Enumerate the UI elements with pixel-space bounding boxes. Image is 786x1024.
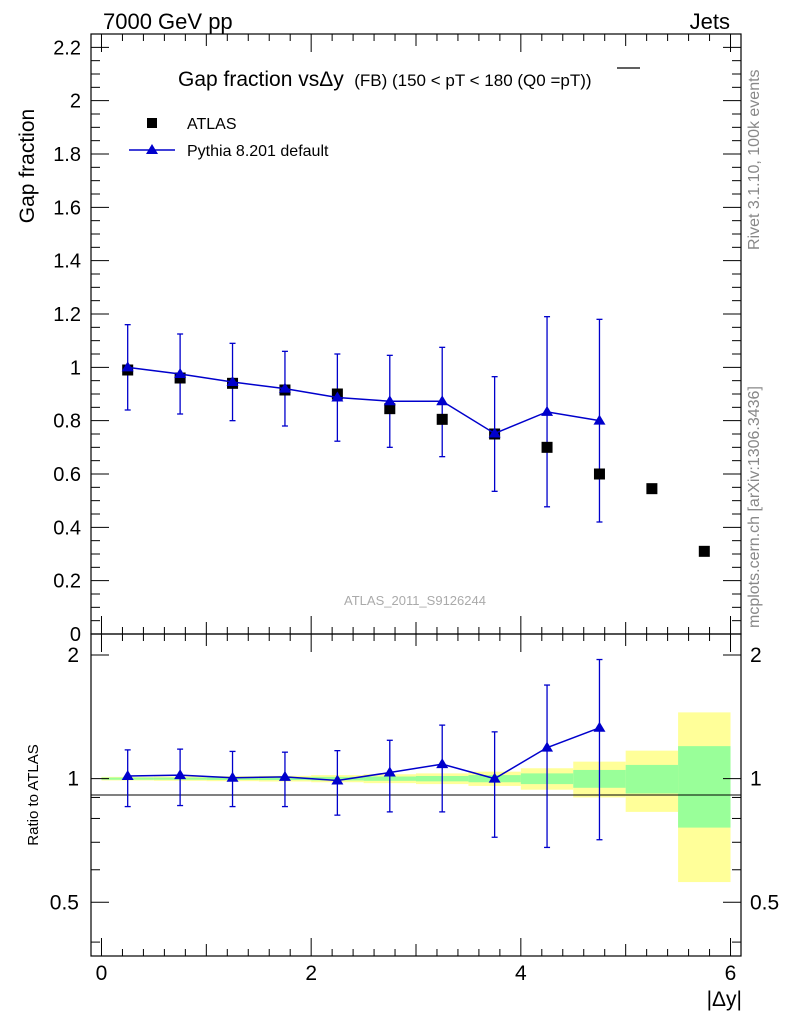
- y-tick-label: 1: [70, 357, 81, 379]
- mc-point: [174, 368, 187, 378]
- ratio-point: [383, 766, 396, 777]
- y-tick-label: 1.4: [53, 251, 81, 273]
- ratio-error-bars: [124, 658, 603, 849]
- ratio-line-group: [127, 727, 600, 782]
- atlas-point: [436, 413, 448, 425]
- x-tick-label: 2: [305, 962, 317, 985]
- ratio-point: [331, 774, 344, 785]
- legend-mc-marker: [146, 144, 158, 154]
- title-end: )): [580, 71, 591, 90]
- mc-point: [593, 414, 606, 425]
- y-tick-label: 0.2: [53, 571, 81, 593]
- title-sub: (FB) (150 < pT < 180 (Q0 =: [354, 71, 560, 90]
- ratio-point: [488, 772, 501, 783]
- band-inner-bin: [625, 764, 679, 794]
- ratio-point: [121, 769, 134, 780]
- axis-tick-labels: 0 2 4 600.20.40.60.811.21.41.61.822.20.5 0.5…: [50, 37, 779, 985]
- ratio-point: [541, 741, 554, 752]
- ratio-y-axis-label: Ratio to ATLAS: [25, 744, 42, 845]
- ratio-points: [121, 721, 606, 785]
- legend-data-label: ATLAS: [187, 116, 237, 133]
- x-tick-label: 6: [725, 962, 737, 985]
- atlas-data-points: [122, 364, 710, 557]
- mc-point: [121, 361, 134, 372]
- ratio-tick-label-right: 0.5: [750, 891, 779, 914]
- ratio-tick-label-left: 2: [67, 644, 79, 667]
- ratio-tick-label-left: 0.5: [50, 891, 79, 914]
- atlas-point: [384, 403, 396, 415]
- mc-point: [331, 391, 344, 402]
- atlas-point: [593, 468, 605, 480]
- y-tick-label: 2: [70, 91, 81, 113]
- header-left: 7000 GeV pp: [103, 9, 233, 34]
- analysis-watermark: ATLAS_2011_S9126244: [344, 593, 486, 608]
- mcplots-url-label: mcplots.cern.ch [arXiv:1306.3436]: [746, 386, 763, 628]
- x-axis-label: |Δy|: [707, 988, 742, 1011]
- y-tick-label: 0.4: [53, 517, 81, 539]
- x-tick-label: 4: [515, 962, 527, 985]
- ratio-point: [436, 758, 449, 769]
- x-tick-label: 0: [96, 962, 108, 985]
- mc-point: [226, 376, 239, 386]
- mc-points: [121, 361, 606, 438]
- mc-point: [488, 427, 501, 438]
- y-tick-label: 1.6: [53, 197, 81, 219]
- ratio-tick-label-right: 1: [750, 768, 762, 791]
- chart-title: Gap fraction vsΔy (FB) (150 < pT < 180 (…: [178, 68, 592, 91]
- mc-point: [541, 405, 554, 416]
- mc-uncertainty-band-outer: [101, 712, 731, 883]
- y-tick-label: 0: [70, 624, 81, 646]
- y-axis-label: Gap fraction: [16, 109, 39, 223]
- atlas-point: [698, 545, 710, 557]
- title-main: Gap fraction vsΔy: [178, 68, 344, 91]
- legend-mc-label: Pythia 8.201 default: [187, 143, 329, 160]
- mc-point: [436, 395, 449, 406]
- ratio-point: [226, 771, 239, 782]
- mc-line-group: [127, 366, 600, 435]
- mc-point: [278, 382, 291, 393]
- atlas-point: [646, 483, 658, 495]
- ratio-line: [127, 727, 600, 782]
- ratio-point: [174, 769, 187, 780]
- axis-ticks: [91, 33, 741, 956]
- ratio-point: [278, 770, 291, 781]
- title-bar: pT: [560, 71, 580, 90]
- y-tick-label: 0.6: [53, 464, 81, 486]
- ratio-point: [593, 721, 606, 732]
- legend-data-marker: [147, 118, 157, 128]
- rivet-version-label: Rivet 3.1.10, 100k events: [746, 69, 763, 250]
- y-tick-label: 1.8: [53, 144, 81, 166]
- mc-line: [127, 366, 600, 435]
- y-tick-label: 0.8: [53, 411, 81, 433]
- y-tick-label: 1.2: [53, 304, 81, 326]
- ratio-tick-label-right: 2: [750, 644, 762, 667]
- mc-point: [383, 395, 396, 406]
- atlas-point: [541, 441, 553, 453]
- y-tick-label: 2.2: [53, 37, 81, 59]
- header-right: Jets: [690, 9, 730, 34]
- band-inner-bin: [678, 746, 731, 828]
- ratio-tick-label-left: 1: [67, 768, 79, 791]
